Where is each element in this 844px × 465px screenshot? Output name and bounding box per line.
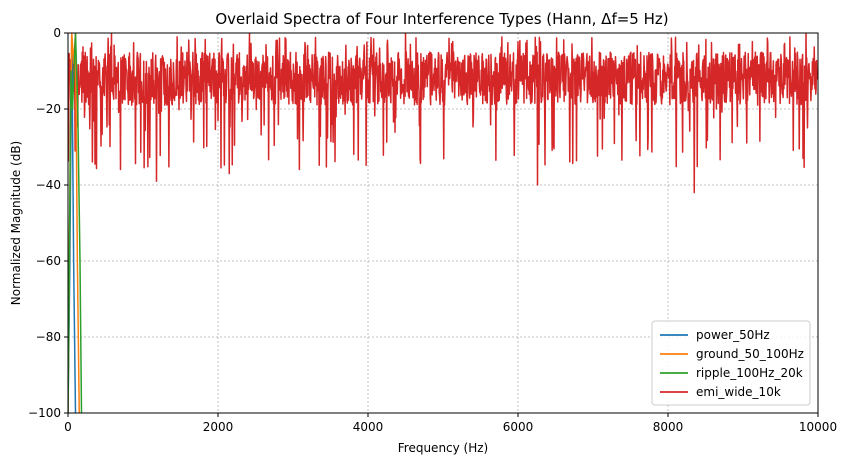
x-axis-label: Frequency (Hz)	[398, 441, 489, 455]
y-axis-label: Normalized Magnitude (dB)	[9, 141, 23, 305]
series-line-ripple_100Hz_20k	[68, 33, 83, 413]
legend-label: emi_wide_10k	[696, 385, 781, 399]
x-tick-label: 4000	[353, 420, 384, 434]
x-tick-label: 8000	[653, 420, 684, 434]
x-tick-label: 0	[64, 420, 72, 434]
series-layer	[68, 33, 818, 413]
plot-frame	[67, 32, 819, 414]
y-ticks: 0 −20 −40 −60 −80 −100	[28, 26, 68, 420]
x-tick-label: 6000	[503, 420, 534, 434]
y-tick-label: −40	[36, 178, 61, 192]
y-tick-label: 0	[53, 26, 61, 40]
legend-label: power_50Hz	[696, 328, 770, 342]
legend-box	[651, 320, 811, 406]
y-tick-label: −60	[36, 254, 61, 268]
chart-title: Overlaid Spectra of Four Interference Ty…	[215, 10, 668, 28]
x-ticks: 0 2000 4000 6000 8000 10000	[64, 413, 837, 434]
x-tick-label: 2000	[203, 420, 234, 434]
legend-label: ripple_100Hz_20k	[696, 366, 803, 380]
y-tick-label: −20	[36, 102, 61, 116]
y-tick-label: −80	[36, 330, 61, 344]
series-line-emi_wide_10k	[68, 33, 818, 194]
legend-label: ground_50_100Hz	[696, 347, 804, 361]
x-tick-label: 10000	[799, 420, 837, 434]
y-tick-label: −100	[28, 406, 61, 420]
legend: power_50Hz ground_50_100Hz ripple_100Hz_20…	[651, 320, 811, 406]
